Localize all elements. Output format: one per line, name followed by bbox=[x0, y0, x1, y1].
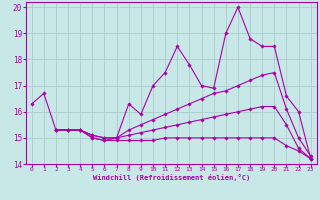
X-axis label: Windchill (Refroidissement éolien,°C): Windchill (Refroidissement éolien,°C) bbox=[92, 174, 250, 181]
